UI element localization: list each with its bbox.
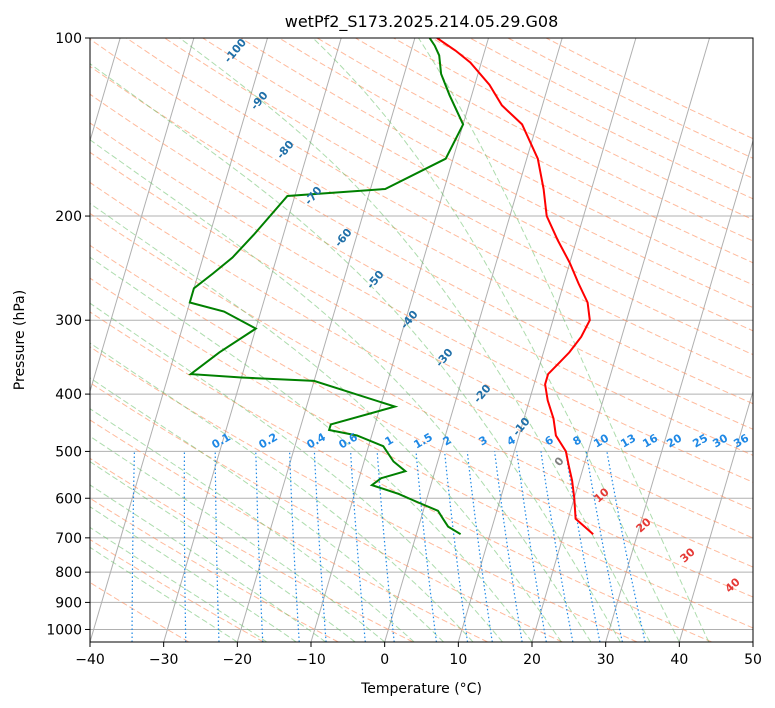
grid-layer bbox=[82, 38, 753, 642]
x-tick-label: 40 bbox=[670, 652, 688, 668]
x-tick-label: −10 bbox=[296, 652, 326, 668]
moist-adiabat-line bbox=[90, 526, 268, 642]
moist-adiabat-line bbox=[90, 408, 415, 642]
isotherm-line bbox=[163, 38, 342, 642]
mixing-ratio-line bbox=[376, 451, 395, 642]
y-tick-label: 500 bbox=[55, 444, 82, 460]
mixing-ratio-line bbox=[494, 451, 523, 642]
x-tick-label: 20 bbox=[523, 652, 541, 668]
mixing-ratio-line bbox=[516, 451, 547, 642]
y-tick-label: 400 bbox=[55, 387, 82, 403]
moist-adiabat-line bbox=[90, 435, 386, 642]
mixing-ratio-line bbox=[606, 451, 646, 642]
y-axis-ticks: 1000 900 800 700 600 500 400 300 200 100 bbox=[46, 31, 90, 638]
moist-adiabat-line bbox=[90, 377, 444, 642]
isotherm-line bbox=[90, 38, 121, 143]
y-tick-label: 1000 bbox=[46, 622, 82, 638]
moist-adiabat-line bbox=[90, 342, 474, 642]
x-axis-label: Temperature (°C) bbox=[360, 681, 482, 697]
dry-adiabat-line bbox=[126, 38, 753, 380]
moist-adiabat-line bbox=[90, 506, 297, 642]
y-tick-label: 100 bbox=[55, 31, 82, 47]
dry-adiabat-line bbox=[90, 419, 488, 642]
mixing-ratio-line bbox=[466, 451, 493, 642]
dry-adiabat-line bbox=[278, 38, 753, 286]
isotherm-line bbox=[678, 389, 753, 642]
moist-adiabat-line bbox=[90, 63, 621, 642]
x-tick-label: 0 bbox=[380, 652, 389, 668]
isotherm-line bbox=[384, 38, 563, 642]
y-tick-label: 700 bbox=[55, 531, 82, 547]
y-tick-label: 600 bbox=[55, 491, 82, 507]
dry-adiabat-line bbox=[90, 93, 753, 456]
y-tick-label: 200 bbox=[55, 209, 82, 225]
dry-adiabat-line bbox=[90, 181, 753, 539]
moist-adiabat-line bbox=[418, 38, 710, 642]
mixing-ratio-line bbox=[415, 451, 437, 642]
moist-adiabat-line bbox=[179, 38, 651, 642]
mixing-ratio-line bbox=[82, 451, 88, 642]
dry-adiabat-line bbox=[90, 346, 638, 642]
x-axis-ticks: −40 −30 −20 −10 0 10 20 30 40 50 bbox=[75, 642, 762, 668]
dry-adiabat-line bbox=[202, 38, 753, 332]
plot-frame bbox=[89, 37, 754, 643]
isotherm-line bbox=[531, 38, 710, 642]
dry-adiabat-line bbox=[90, 311, 712, 642]
dry-adiabat-line bbox=[90, 65, 753, 430]
mixing-ratio-line bbox=[444, 451, 469, 642]
series-layer bbox=[188, 38, 594, 536]
x-tick-label: 50 bbox=[744, 652, 762, 668]
dry-adiabat-line bbox=[90, 212, 753, 568]
plot-background bbox=[90, 38, 753, 642]
dry-adiabat-line bbox=[90, 244, 753, 598]
isotherm-line bbox=[90, 38, 268, 642]
dry-adiabat-line bbox=[90, 581, 190, 642]
moist-adiabat-line bbox=[90, 484, 326, 642]
dry-adiabat-line bbox=[90, 122, 753, 483]
dry-adiabat-line bbox=[90, 538, 264, 642]
y-tick-label: 800 bbox=[55, 565, 82, 581]
y-tick-label: 300 bbox=[55, 313, 82, 329]
moist-adiabat-line bbox=[90, 139, 592, 642]
isotherm-line bbox=[752, 640, 753, 642]
dry-adiabat-line bbox=[90, 382, 563, 642]
dewpoint-series-line bbox=[188, 38, 465, 536]
x-tick-label: 10 bbox=[449, 652, 467, 668]
moist-adiabat-line bbox=[90, 546, 238, 642]
x-tick-label: −30 bbox=[149, 652, 179, 668]
isotherm-line bbox=[605, 138, 753, 642]
moist-adiabat-line bbox=[312, 38, 680, 642]
x-tick-label: 30 bbox=[597, 652, 615, 668]
isotherm-line bbox=[457, 38, 637, 642]
y-tick-label: 900 bbox=[55, 595, 82, 611]
x-tick-label: −20 bbox=[223, 652, 253, 668]
dry-adiabat-line bbox=[90, 277, 753, 629]
dry-adiabat-line bbox=[90, 38, 753, 405]
dry-adiabat-line bbox=[90, 151, 753, 511]
temperature-series-line bbox=[436, 38, 594, 535]
isotherm-line bbox=[236, 38, 416, 642]
x-tick-label: −40 bbox=[75, 652, 105, 668]
moist-adiabat-line bbox=[90, 302, 503, 642]
moist-adiabat-line bbox=[90, 461, 356, 642]
y-axis-label: Pressure (hPa) bbox=[12, 290, 28, 390]
isotherm-line bbox=[90, 38, 195, 394]
chart-title: wetPf2_S173.2025.214.05.29.G08 bbox=[285, 12, 559, 32]
